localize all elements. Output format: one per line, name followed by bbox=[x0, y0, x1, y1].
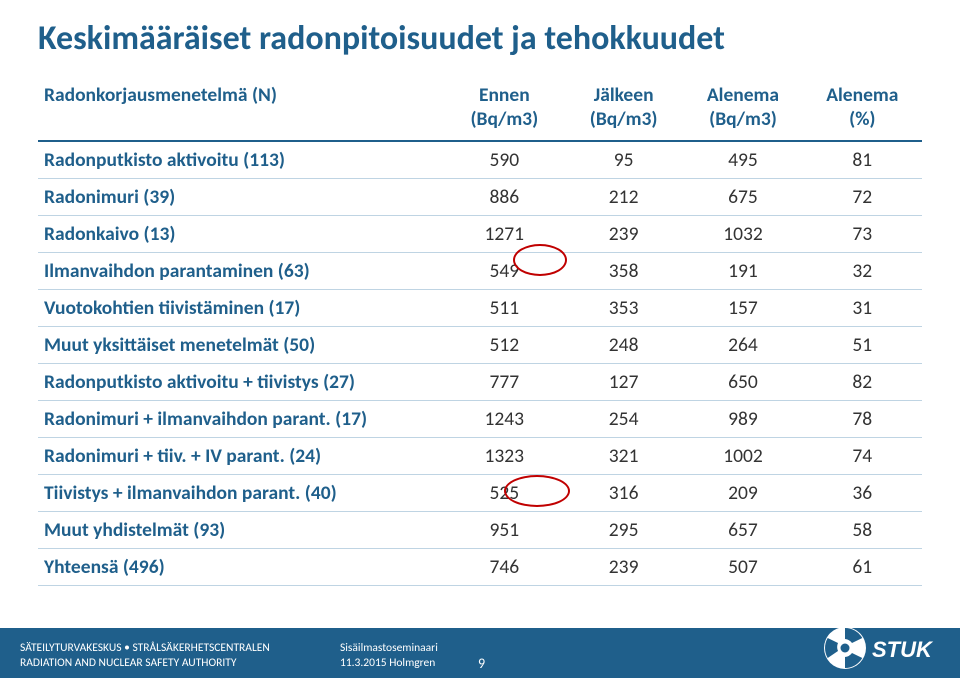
row-value: 239 bbox=[564, 549, 683, 586]
row-value: 321 bbox=[564, 438, 683, 475]
row-value: 248 bbox=[564, 327, 683, 364]
row-value: 525 bbox=[445, 475, 564, 512]
table-row: Radonkaivo (13)1271239103273 bbox=[38, 216, 922, 253]
row-value: 254 bbox=[564, 401, 683, 438]
row-value: 51 bbox=[803, 327, 922, 364]
table-row: Radonimuri (39)88621267572 bbox=[38, 179, 922, 216]
row-value: 209 bbox=[683, 475, 802, 512]
col-method: Radonkorjausmenetelmä (N) bbox=[38, 77, 445, 141]
table-row: Radonputkisto aktivoitu (113)5909549581 bbox=[38, 141, 922, 179]
row-value: 1002 bbox=[683, 438, 802, 475]
footer-org: SÄTEILYTURVAKESKUS • STRÅLSÄKERHETSCENTR… bbox=[20, 641, 270, 672]
row-value: 777 bbox=[445, 364, 564, 401]
row-value: 989 bbox=[683, 401, 802, 438]
row-value: 78 bbox=[803, 401, 922, 438]
row-value: 1243 bbox=[445, 401, 564, 438]
row-value: 590 bbox=[445, 141, 564, 179]
row-value: 358 bbox=[564, 253, 683, 290]
table-row: Muut yhdistelmät (93)95129565758 bbox=[38, 512, 922, 549]
row-value: 675 bbox=[683, 179, 802, 216]
row-label: Ilmanvaihdon parantaminen (63) bbox=[38, 253, 445, 290]
row-label: Radonimuri + ilmanvaihdon parant. (17) bbox=[38, 401, 445, 438]
row-value: 32 bbox=[803, 253, 922, 290]
row-value: 1032 bbox=[683, 216, 802, 253]
row-value: 746 bbox=[445, 549, 564, 586]
row-label: Radonimuri (39) bbox=[38, 179, 445, 216]
row-value: 61 bbox=[803, 549, 922, 586]
row-value: 31 bbox=[803, 290, 922, 327]
footer-mid-line2: 11.3.2015 Holmgren bbox=[340, 656, 438, 672]
row-label: Yhteensä (496) bbox=[38, 549, 445, 586]
row-value: 353 bbox=[564, 290, 683, 327]
footer-org-line1: SÄTEILYTURVAKESKUS • STRÅLSÄKERHETSCENTR… bbox=[20, 641, 270, 657]
stuk-logo: STUK bbox=[822, 625, 942, 676]
row-value: 512 bbox=[445, 327, 564, 364]
row-value: 495 bbox=[683, 141, 802, 179]
col-before: Ennen(Bq/m3) bbox=[445, 77, 564, 141]
row-value: 191 bbox=[683, 253, 802, 290]
row-label: Vuotokohtien tiivistäminen (17) bbox=[38, 290, 445, 327]
row-value: 95 bbox=[564, 141, 683, 179]
row-value: 650 bbox=[683, 364, 802, 401]
row-label: Radonputkisto aktivoitu (113) bbox=[38, 141, 445, 179]
row-value: 72 bbox=[803, 179, 922, 216]
row-value: 239 bbox=[564, 216, 683, 253]
row-label: Muut yhdistelmät (93) bbox=[38, 512, 445, 549]
row-label: Radonkaivo (13) bbox=[38, 216, 445, 253]
slide-footer: SÄTEILYTURVAKESKUS • STRÅLSÄKERHETSCENTR… bbox=[0, 628, 960, 678]
row-value: 886 bbox=[445, 179, 564, 216]
row-value: 295 bbox=[564, 512, 683, 549]
row-value: 1323 bbox=[445, 438, 564, 475]
row-value: 549 bbox=[445, 253, 564, 290]
footer-org-line2: RADIATION AND NUCLEAR SAFETY AUTHORITY bbox=[20, 656, 270, 672]
page-number: 9 bbox=[478, 655, 485, 672]
row-label: Tiivistys + ilmanvaihdon parant. (40) bbox=[38, 475, 445, 512]
row-value: 127 bbox=[564, 364, 683, 401]
row-label: Radonimuri + tiiv. + IV parant. (24) bbox=[38, 438, 445, 475]
row-label: Muut yksittäiset menetelmät (50) bbox=[38, 327, 445, 364]
row-value: 212 bbox=[564, 179, 683, 216]
row-value: 316 bbox=[564, 475, 683, 512]
table-header-row: Radonkorjausmenetelmä (N) Ennen(Bq/m3) J… bbox=[38, 77, 922, 141]
row-value: 58 bbox=[803, 512, 922, 549]
footer-mid-line1: Sisäilmastoseminaari bbox=[340, 641, 438, 657]
table-row: Radonputkisto aktivoitu + tiivistys (27)… bbox=[38, 364, 922, 401]
table-row: Yhteensä (496)74623950761 bbox=[38, 549, 922, 586]
row-value: 264 bbox=[683, 327, 802, 364]
col-reduction-pct: Alenema(%) bbox=[803, 77, 922, 141]
table-row: Radonimuri + ilmanvaihdon parant. (17)12… bbox=[38, 401, 922, 438]
row-value: 81 bbox=[803, 141, 922, 179]
row-value: 157 bbox=[683, 290, 802, 327]
row-value: 82 bbox=[803, 364, 922, 401]
footer-mid: Sisäilmastoseminaari 11.3.2015 Holmgren bbox=[340, 641, 438, 672]
row-value: 1271 bbox=[445, 216, 564, 253]
row-label: Radonputkisto aktivoitu + tiivistys (27) bbox=[38, 364, 445, 401]
row-value: 951 bbox=[445, 512, 564, 549]
table-row: Ilmanvaihdon parantaminen (63)5493581913… bbox=[38, 253, 922, 290]
slide-title: Keskimääräiset radonpitoisuudet ja tehok… bbox=[38, 18, 922, 59]
data-table: Radonkorjausmenetelmä (N) Ennen(Bq/m3) J… bbox=[38, 77, 922, 586]
table-row: Tiivistys + ilmanvaihdon parant. (40)525… bbox=[38, 475, 922, 512]
row-value: 36 bbox=[803, 475, 922, 512]
row-value: 74 bbox=[803, 438, 922, 475]
table-row: Vuotokohtien tiivistäminen (17)511353157… bbox=[38, 290, 922, 327]
col-reduction-abs: Alenema(Bq/m3) bbox=[683, 77, 802, 141]
table-row: Radonimuri + tiiv. + IV parant. (24)1323… bbox=[38, 438, 922, 475]
row-value: 511 bbox=[445, 290, 564, 327]
row-value: 507 bbox=[683, 549, 802, 586]
col-after: Jälkeen(Bq/m3) bbox=[564, 77, 683, 141]
logo-text: STUK bbox=[872, 637, 934, 662]
table-row: Muut yksittäiset menetelmät (50)51224826… bbox=[38, 327, 922, 364]
row-value: 73 bbox=[803, 216, 922, 253]
row-value: 657 bbox=[683, 512, 802, 549]
